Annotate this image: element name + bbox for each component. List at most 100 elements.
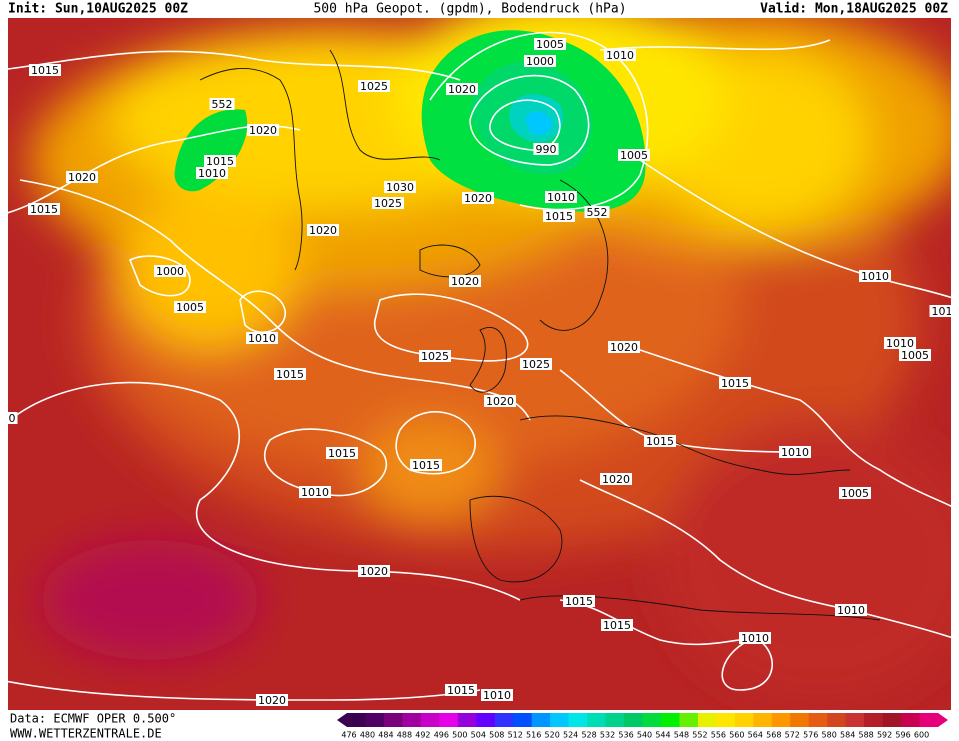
isobar-label-box (604, 49, 636, 61)
isobar-label-box (584, 206, 610, 218)
isobar-label: 1010 (301, 486, 329, 499)
isobar-label-box (446, 83, 478, 95)
scale-label: 504 (471, 731, 486, 740)
scale-swatch (457, 713, 477, 727)
isobar-label-box (563, 595, 595, 607)
isobar-label-box (274, 368, 306, 380)
isobars (8, 31, 951, 701)
scale-label: 548 (674, 731, 689, 740)
isobar-label-box (384, 181, 416, 193)
scale-swatch (660, 713, 680, 727)
scale-label: 580 (822, 731, 837, 740)
color-scale: 476 480 484 488 492 496 500 504 508 512 516 520 524 5… (337, 713, 948, 740)
isobar-label: 1005 (620, 149, 648, 162)
scale-swatch (901, 713, 921, 727)
isobar-label: 1015 (206, 155, 234, 168)
isobar-label: 1015 (565, 595, 593, 608)
scale-swatch (513, 713, 533, 727)
isobar-label-box (28, 203, 60, 215)
scale-swatch (716, 713, 736, 727)
scale-swatch (827, 713, 847, 727)
isobar-label-box (520, 358, 552, 370)
isobar-label: 1000 (526, 55, 554, 68)
scale-label: 560 (729, 731, 744, 740)
scale-swatch (864, 713, 884, 727)
isobar-label: 1005 (536, 38, 564, 51)
data-source: Data: ECMWF OPER 0.500° (10, 712, 176, 726)
isobar-label-box (779, 446, 811, 458)
scale-swatch (753, 713, 773, 727)
scale-swatch (420, 713, 440, 727)
isobar-label: 1020 (249, 124, 277, 137)
isobar-label: 1015 (721, 377, 749, 390)
isobar-label-box (204, 155, 236, 167)
isobar-label: 1010 (886, 337, 914, 350)
isobar-label: 1010 (837, 604, 865, 617)
isobar-label-box (246, 332, 278, 344)
isobar-label: 1015 (412, 459, 440, 472)
scale-label: 532 (600, 731, 615, 740)
isobar-label: 1020 (610, 341, 638, 354)
scale-label: 492 (415, 731, 430, 740)
scale-arrow-high (938, 713, 948, 727)
isobar-label: 1015 (603, 619, 631, 632)
isobar-label-box (859, 270, 891, 282)
isobar-label-box (884, 337, 916, 349)
scale-label: 568 (766, 731, 781, 740)
isobar-label: 1010 (606, 49, 634, 62)
scale-swatch (568, 713, 588, 727)
isobar-label-box (154, 265, 186, 277)
isobar-label: 1010 (781, 446, 809, 459)
isobar-label-box (839, 487, 871, 499)
isobar-label-box (545, 191, 577, 203)
isobar-label: 1010 (861, 270, 889, 283)
isobar-label-box (358, 565, 390, 577)
isobar-label: 1020 (464, 192, 492, 205)
isobar-label: 552 (212, 98, 233, 111)
isobar-label: 990 (536, 143, 557, 156)
scale-label: 544 (655, 731, 670, 740)
isobar-label: 1010 (741, 632, 769, 645)
scale-swatch (550, 713, 570, 727)
scale-swatch (642, 713, 662, 727)
init-time: Init: Sun,10AUG2025 00Z (8, 2, 188, 17)
isobar-label-box (209, 98, 235, 110)
scale-swatch (845, 713, 865, 727)
isobar-label-box (372, 197, 404, 209)
scale-swatch (347, 713, 366, 727)
scale-label: 552 (692, 731, 707, 740)
scale-label: 488 (397, 731, 412, 740)
scale-swatch (605, 713, 625, 727)
scale-swatch (476, 713, 496, 727)
isobar-label: 1020 (448, 83, 476, 96)
isobar-label: 1015 (545, 210, 573, 223)
isobar-label-box (462, 192, 494, 204)
scale-label: 556 (711, 731, 726, 740)
valid-time: Valid: Mon,18AUG2025 00Z (760, 2, 948, 17)
isobar-label-box (835, 604, 867, 616)
scale-label: 480 (360, 731, 375, 740)
isobar-label-box (326, 447, 358, 459)
isobar-label-box (719, 377, 751, 389)
isobar-label-box (644, 435, 676, 447)
isobar-label-box (533, 143, 559, 155)
scale-swatch (383, 713, 403, 727)
isobar-label-box (299, 486, 331, 498)
scale-swatch (624, 713, 643, 727)
scale-label: 508 (489, 731, 504, 740)
scale-swatch (882, 713, 902, 727)
isobar-label: 1015 (328, 447, 356, 460)
isobar-label-box (247, 124, 279, 136)
scale-label: 512 (508, 731, 523, 740)
scale-label: 524 (563, 731, 578, 740)
scale-swatch (365, 713, 385, 727)
map: 1015 552 1020 1015 1010 1020 1015 1000 1005 1010 1… (8, 18, 951, 710)
isobar-label-box (534, 38, 566, 50)
isobar-label-box (899, 349, 931, 361)
isobar-label-box (66, 171, 98, 183)
isobar-label-box (419, 350, 451, 362)
isobar-label: 1025 (421, 350, 449, 363)
scale-swatch (679, 713, 699, 727)
scale-swatch (439, 713, 459, 727)
isobar-label: 1015 (276, 368, 304, 381)
